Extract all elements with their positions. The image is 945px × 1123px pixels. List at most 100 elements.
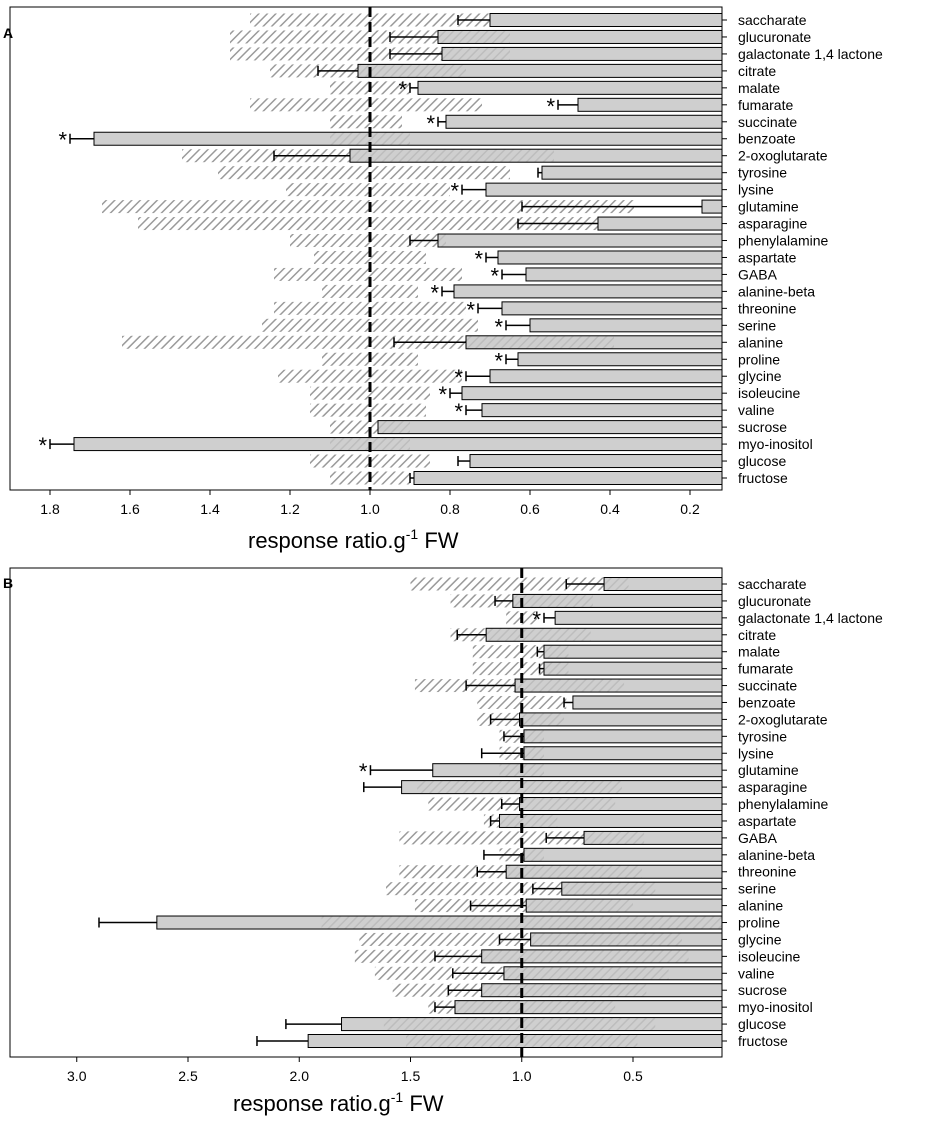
category-label: tyrosine (738, 165, 787, 181)
significance-star: * (494, 314, 503, 339)
x-tick-label: 1.8 (40, 501, 60, 517)
solid-bar (519, 712, 723, 727)
solid-bar (701, 199, 723, 214)
solid-bar (554, 610, 723, 625)
category-label: alanine-beta (738, 847, 815, 863)
solid-bar (485, 182, 723, 197)
category-label: threonine (738, 300, 797, 316)
category-label: galactonate 1,4 lactone (738, 46, 883, 62)
category-label: phenylalamine (738, 233, 828, 249)
solid-bar (307, 1034, 723, 1048)
solid-bar (73, 437, 723, 452)
category-label: malate (738, 644, 780, 660)
category-label: malate (738, 80, 780, 96)
x-tick-label: 2.0 (290, 1068, 310, 1084)
category-label: proline (738, 915, 780, 931)
category-label: citrate (738, 627, 776, 643)
category-label: benzoate (738, 694, 796, 710)
category-label: alanine (738, 898, 783, 914)
category-label: fumarate (738, 661, 793, 677)
hatched-bar (250, 13, 490, 27)
x-tick-label: 0.2 (680, 501, 700, 517)
x-tick-label: 1.0 (360, 501, 380, 517)
solid-bar (401, 780, 723, 795)
solid-bar (543, 661, 723, 676)
solid-bar (413, 471, 723, 485)
category-label: galactonate 1,4 lactone (738, 610, 883, 626)
category-label: benzoate (738, 131, 796, 147)
category-label: serine (738, 881, 776, 897)
solid-bar (541, 165, 723, 180)
significance-star: * (398, 77, 407, 102)
solid-bar (517, 352, 723, 367)
solid-bar (525, 898, 723, 913)
significance-star: * (454, 399, 463, 424)
category-label: glycine (738, 368, 782, 384)
hatched-bar (290, 234, 446, 248)
category-label: aspartate (738, 249, 797, 265)
solid-bar (156, 915, 723, 930)
category-label: valine (738, 965, 775, 981)
category-label: 2-oxoglutarate (738, 148, 828, 164)
significance-star: * (438, 382, 447, 407)
hatched-bar (399, 831, 645, 845)
x-axis-label: response ratio.g-1 FW (248, 526, 459, 553)
solid-bar (341, 1017, 723, 1032)
solid-bar (597, 216, 723, 231)
category-label: lysine (738, 745, 774, 761)
solid-bar (453, 284, 723, 299)
hatched-bar (310, 403, 426, 417)
hatched-bar (102, 200, 634, 214)
significance-star: * (474, 246, 483, 271)
solid-bar (417, 80, 723, 95)
hatched-bar (314, 250, 426, 264)
solid-bar (523, 847, 723, 862)
hatched-bar (477, 695, 567, 709)
solid-bar (481, 403, 723, 418)
solid-bar (437, 233, 723, 248)
category-label: succinate (738, 678, 797, 694)
category-label: isoleucine (738, 948, 800, 964)
category-label: alanine-beta (738, 283, 815, 299)
solid-bar (437, 29, 723, 44)
category-label: fructose (738, 1033, 788, 1049)
significance-star: * (490, 263, 499, 288)
category-label: GABA (738, 266, 778, 282)
category-label: GABA (738, 830, 778, 846)
category-label: serine (738, 317, 776, 333)
solid-bar (489, 369, 723, 384)
solid-bar (523, 746, 723, 761)
panel-label: B (3, 575, 13, 591)
x-tick-label: 0.4 (600, 501, 620, 517)
solid-bar (561, 881, 723, 896)
solid-bar (499, 813, 723, 828)
solid-bar (432, 763, 723, 778)
category-label: glucuronate (738, 29, 811, 45)
plot-frame (9, 6, 723, 491)
solid-bar (543, 644, 723, 659)
category-label: 2-oxoglutarate (738, 711, 828, 727)
category-label: fumarate (738, 97, 793, 113)
solid-bar (377, 420, 723, 435)
solid-bar (519, 797, 723, 812)
category-label: glutamine (738, 762, 799, 778)
category-label: threonine (738, 864, 797, 880)
hatched-bar (330, 115, 402, 129)
solid-bar (529, 318, 723, 333)
significance-star: * (466, 297, 475, 322)
x-axis-label: response ratio.g-1 FW (233, 1089, 444, 1116)
hatched-bar (322, 284, 418, 298)
category-label: asparagine (738, 216, 807, 232)
significance-star: * (38, 433, 47, 458)
hatched-bar (310, 386, 430, 400)
category-label: asparagine (738, 779, 807, 795)
x-tick-label: 1.6 (120, 501, 140, 517)
solid-bar (441, 46, 723, 61)
hatched-bar (410, 577, 629, 591)
category-label: tyrosine (738, 728, 787, 744)
significance-star: * (58, 128, 67, 153)
category-label: glycine (738, 931, 782, 947)
significance-star: * (430, 280, 439, 305)
panel-label: A (3, 25, 13, 41)
